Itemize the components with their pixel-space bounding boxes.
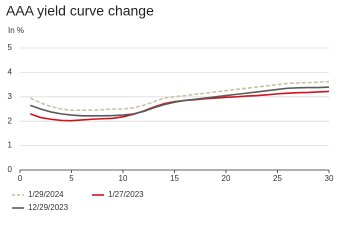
x-tick-label: 10 — [119, 174, 128, 183]
x-tick-label: 30 — [325, 174, 334, 183]
legend-label: 1/29/2024 — [28, 190, 64, 199]
legend-label: 1/27/2023 — [108, 190, 144, 199]
line — [30, 86, 330, 117]
x-tick-label: 20 — [222, 174, 231, 183]
y-tick-label: 1 — [8, 141, 13, 150]
y-tick-label: 4 — [8, 68, 13, 77]
x-tick-label: 5 — [69, 174, 74, 183]
legend-label: 12/29/2023 — [28, 203, 69, 212]
y-tick-label: 5 — [8, 43, 13, 52]
x-tick-label: 15 — [170, 174, 179, 183]
x-tick-label: 25 — [273, 174, 282, 183]
y-tick-label: 0 — [8, 165, 13, 174]
chart: AAA yield curve change In % 0 1 2 3 4 5 0 5 10 15… — [6, 3, 334, 212]
chart-title: AAA yield curve change — [6, 3, 154, 19]
y-tick-label: 3 — [8, 92, 13, 101]
y-tick-label: 2 — [8, 116, 13, 125]
chart-subtitle: In % — [8, 26, 24, 35]
line — [29, 80, 330, 112]
x-tick-label: 0 — [18, 174, 23, 183]
